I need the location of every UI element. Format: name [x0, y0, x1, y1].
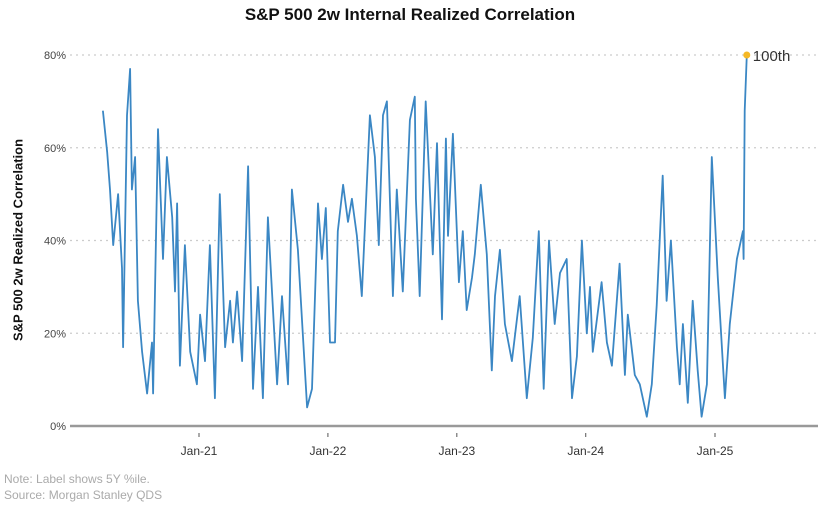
x-tick-label: Jan-22: [310, 444, 347, 458]
x-tick-label: Jan-25: [697, 444, 734, 458]
y-tick-label: 60%: [44, 143, 66, 155]
correlation-line: [102, 54, 748, 418]
chart-note: Note: Label shows 5Y %ile.: [4, 472, 150, 486]
latest-value-marker: [743, 51, 751, 59]
y-axis-ticks: 0% 20% 40% 60% 80%: [44, 50, 66, 433]
x-tick-label: Jan-24: [567, 444, 604, 458]
x-tick-label: Jan-21: [181, 444, 218, 458]
chart-source: Source: Morgan Stanley QDS: [4, 488, 163, 502]
chart-title: S&P 500 2w Internal Realized Correlation: [244, 5, 576, 24]
y-tick-label: 20%: [44, 328, 66, 340]
y-tick-label: 40%: [44, 236, 66, 248]
y-tick-label: 80%: [44, 50, 66, 62]
percentile-label: 100th: [753, 48, 791, 65]
y-tick-label: 0%: [50, 421, 66, 433]
annotation-layer: 100th: [743, 48, 790, 65]
x-tick-label: Jan-23: [438, 444, 475, 458]
x-axis-ticks: Jan-21 Jan-22 Jan-23 Jan-24 Jan-25: [181, 433, 734, 458]
series-layer: [102, 54, 748, 418]
